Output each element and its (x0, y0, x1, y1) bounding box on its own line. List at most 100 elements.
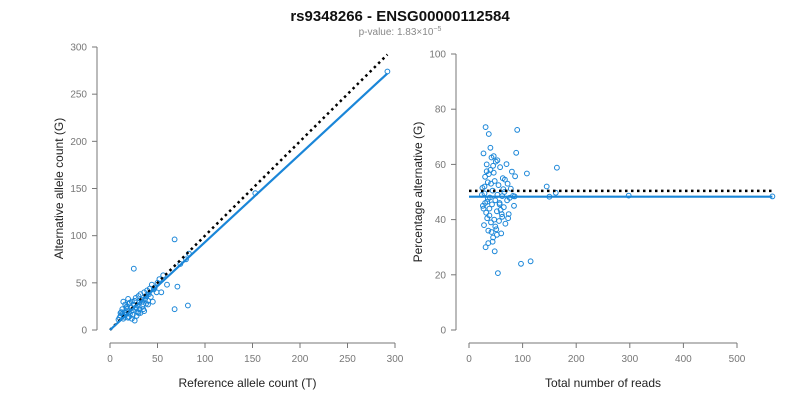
right-data-point (496, 218, 502, 224)
right-data-point (494, 208, 500, 215)
right-data-point (492, 158, 499, 165)
right-data-point (482, 200, 489, 206)
right-data-point (480, 150, 487, 157)
right-x-axis-title: Total number of reads (545, 376, 661, 390)
right-data-point (491, 248, 498, 255)
left-panel-scatter: 0 50 100 150 200 250 300 0 50 100 150 200 250 300 Refe… (52, 43, 404, 391)
right-data-point (481, 183, 488, 190)
right-data-point (482, 124, 489, 130)
right-data-point (482, 244, 489, 251)
chart-title: rs9348266 - ENSG00000112584 (290, 8, 510, 25)
right-data-point (490, 234, 497, 241)
right-data-point (502, 176, 508, 183)
right-data-point (485, 171, 492, 178)
left-data-point (149, 298, 156, 305)
right-x-tick-label: 500 (729, 354, 746, 365)
right-data-point (496, 201, 503, 208)
right-y-tick-label: 0 (440, 326, 446, 337)
left-data-point (118, 309, 125, 316)
left-reference-line (109, 53, 389, 331)
right-data-point (491, 178, 498, 184)
right-data-point (518, 260, 524, 267)
right-data-point (499, 213, 506, 220)
right-data-point (543, 183, 550, 190)
left-data-point (153, 289, 160, 296)
right-data-point (490, 153, 497, 160)
right-data-point (480, 205, 487, 212)
left-fit-line (109, 72, 389, 331)
right-data-point (527, 258, 534, 265)
right-data-point (491, 216, 498, 223)
right-x-tick-label: 100 (514, 354, 531, 365)
right-data-point (497, 164, 504, 171)
right-data-point (486, 205, 493, 212)
right-data-point (504, 180, 511, 187)
left-data-point (185, 302, 191, 309)
right-y-tick-label: 40 (435, 215, 447, 226)
right-x-tick-label: 200 (568, 354, 585, 365)
left-data-point (134, 309, 141, 316)
right-y-tick-label: 100 (429, 50, 446, 61)
left-x-tick-label: 100 (197, 354, 214, 365)
left-x-tick-label: 150 (244, 354, 261, 365)
right-panel-scatter: 0 100 200 300 400 500 0 20 40 60 80 100 Total number… (411, 50, 776, 390)
right-data-point (552, 189, 559, 196)
right-data-point (484, 179, 491, 186)
left-data-point (158, 289, 165, 296)
right-x-tick-label: 300 (621, 354, 638, 365)
right-data-point (492, 223, 499, 230)
right-data-point (500, 186, 507, 193)
left-data-point (130, 265, 137, 272)
left-data-point (147, 294, 154, 300)
left-data-point (171, 236, 178, 243)
right-data-point (495, 182, 502, 189)
left-data-point (137, 291, 144, 298)
right-data-point (511, 202, 517, 209)
right-data-point (494, 157, 501, 164)
right-y-tick-label: 20 (435, 270, 447, 281)
right-data-point (492, 197, 499, 204)
right-data-point (507, 185, 514, 192)
left-data-point (164, 281, 170, 288)
right-data-point (494, 231, 500, 238)
right-x-tick-label: 400 (675, 354, 692, 365)
left-data-point (183, 256, 189, 263)
right-data-point (513, 149, 520, 156)
right-x-tick-label: 0 (466, 354, 472, 365)
left-data-point (160, 272, 167, 279)
right-data-point (554, 164, 560, 171)
right-data-point (487, 144, 494, 151)
right-data-point (485, 227, 492, 234)
right-data-point (490, 162, 497, 169)
left-y-tick-label: 150 (70, 184, 87, 195)
left-x-axis-title: Reference allele count (T) (178, 376, 316, 390)
right-data-point (488, 229, 495, 235)
right-data-point (489, 201, 495, 208)
right-y-tick-label: 80 (435, 105, 447, 116)
left-x-tick-label: 250 (339, 354, 356, 365)
pvalue-text: p-value: 1.83×10−5 (359, 26, 442, 38)
left-y-tick-label: 0 (81, 326, 87, 337)
right-y-tick-label: 60 (435, 160, 447, 171)
right-data-point (484, 215, 491, 222)
right-data-point (485, 131, 492, 137)
left-data-point (131, 297, 138, 304)
left-data-point (174, 283, 181, 290)
right-data-point (509, 168, 515, 175)
left-data-point (145, 297, 151, 304)
left-data-point (137, 310, 144, 316)
right-data-point (514, 126, 521, 133)
left-y-tick-label: 50 (76, 278, 88, 289)
right-data-point (483, 161, 490, 168)
left-x-tick-label: 50 (152, 354, 164, 365)
right-data-point (503, 161, 510, 168)
right-data-point (502, 220, 509, 227)
left-data-point (117, 310, 124, 316)
left-data-point (148, 281, 155, 288)
right-data-point (482, 173, 489, 180)
left-y-axis-title: Alternative allele count (G) (52, 118, 66, 259)
left-y-tick-label: 100 (70, 231, 87, 242)
right-data-point (498, 211, 505, 218)
right-data-point (505, 215, 512, 222)
right-data-point (485, 240, 492, 247)
